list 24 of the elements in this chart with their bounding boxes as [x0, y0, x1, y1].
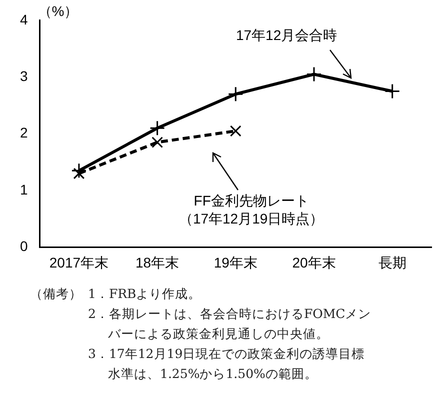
y-tick-label: 3 — [20, 68, 28, 84]
x-tick-label: 19年末 — [214, 254, 258, 270]
y-tick-label: 4 — [20, 11, 28, 28]
point — [306, 66, 322, 82]
text: FF金利先物レート（17年12月19日時点） — [178, 192, 324, 227]
point — [230, 125, 242, 137]
point — [152, 136, 163, 148]
y-tick-label: 1 — [20, 181, 28, 198]
x-tick-label: 18年末 — [136, 254, 180, 270]
text: 1．FRBより作成。 — [88, 285, 202, 303]
x-tick-label: 2017年末 — [49, 254, 109, 270]
point — [71, 162, 87, 178]
y-tick-label: 2 — [20, 124, 28, 141]
point — [228, 86, 244, 102]
text: 3．17年12月19日現在での政策金利の誘導目標水準は、1.25%から1.50%の範囲。 — [88, 345, 366, 383]
point — [384, 84, 400, 100]
point — [150, 120, 166, 136]
y-axis-title: （%） — [38, 2, 78, 19]
text: 17年12月会合時 — [236, 27, 338, 44]
text: （備考） — [30, 285, 83, 303]
x-tick-label: 長期 — [378, 254, 406, 270]
y-tick-label: 0 — [20, 238, 28, 254]
x-tick-label: 20年末 — [292, 254, 336, 270]
text: 2．各期レートは、各会合時におけるFOMCメンバーによる政策金利見通しの中央値。 — [88, 305, 372, 343]
